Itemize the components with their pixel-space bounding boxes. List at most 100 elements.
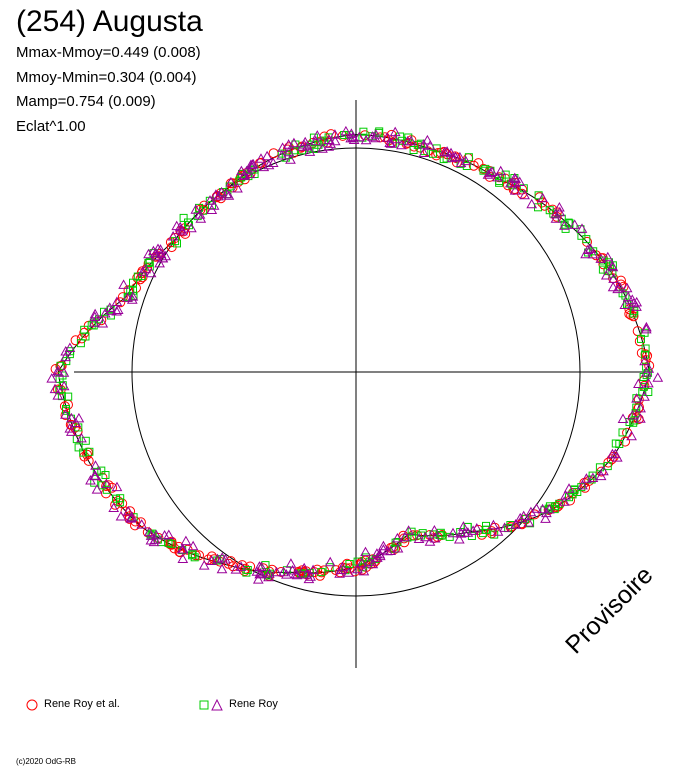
data-point-triangle [558, 496, 570, 506]
data-point-triangle [378, 540, 389, 551]
data-point-circle [115, 297, 126, 308]
data-point-triangle [577, 479, 588, 490]
data-point-triangle [523, 517, 535, 527]
data-point-triangle [389, 133, 401, 144]
data-point-square [116, 494, 125, 503]
data-point-triangle [619, 299, 631, 309]
data-point-triangle [271, 566, 282, 577]
data-point-triangle [455, 157, 467, 168]
data-point-square [565, 493, 573, 502]
data-point-triangle [261, 150, 273, 161]
mean-light-curve [57, 134, 650, 574]
stat-max-mean: Mmax-Mmoy=0.449 (0.008) [16, 44, 201, 61]
data-point-circle [473, 158, 484, 169]
data-point-circle [634, 336, 645, 347]
data-point-square [545, 206, 554, 215]
legend-circle-marker [26, 699, 38, 711]
data-point-circle [180, 228, 191, 239]
data-point-triangle [46, 373, 58, 383]
data-point-triangle [439, 146, 450, 157]
data-point-triangle [569, 219, 581, 229]
data-point-triangle [208, 200, 220, 210]
data-point-triangle [499, 522, 510, 532]
data-point-circle [83, 455, 94, 466]
data-point-triangle [304, 146, 316, 156]
data-point-triangle [225, 176, 237, 187]
data-point-square [106, 305, 115, 314]
chart-title: (254) Augusta [16, 5, 203, 38]
data-point-triangle [348, 134, 360, 144]
data-point-triangle [526, 198, 538, 209]
data-point-triangle [340, 125, 352, 136]
data-point-circle [170, 233, 181, 243]
data-point-triangle [122, 292, 133, 302]
data-point-square [167, 540, 176, 549]
data-point-triangle [639, 391, 650, 401]
data-point-square [589, 247, 598, 256]
data-point-triangle [221, 188, 233, 199]
data-point-triangle [145, 534, 157, 545]
data-point-triangle [370, 129, 382, 139]
data-point-square [62, 406, 71, 415]
data-point-triangle [608, 273, 619, 283]
data-point-triangle [323, 141, 335, 151]
data-point-triangle [90, 470, 101, 481]
data-point-triangle [85, 474, 96, 485]
data-point-triangle [639, 355, 650, 366]
data-point-triangle [360, 546, 371, 557]
data-point-triangle [369, 132, 381, 143]
data-point-triangle [171, 220, 183, 231]
data-point-triangle [607, 261, 619, 272]
data-point-triangle [399, 531, 411, 542]
data-point-triangle [311, 130, 323, 140]
data-point-triangle [276, 149, 288, 160]
data-point-triangle [576, 223, 588, 233]
data-point-circle [194, 550, 204, 561]
data-point-triangle [60, 351, 71, 362]
data-point-triangle [263, 568, 275, 578]
data-point-triangle [627, 409, 638, 420]
data-point-square [618, 428, 627, 437]
data-point-triangle [633, 378, 644, 388]
data-point-triangle [358, 565, 370, 576]
data-point-triangle [244, 168, 256, 179]
data-point-triangle [622, 291, 634, 302]
data-point-triangle [607, 281, 619, 292]
data-point-square [115, 498, 124, 507]
data-point-square [171, 237, 180, 246]
data-point-triangle [111, 296, 123, 306]
data-point-triangle [90, 460, 101, 470]
data-point-triangle [610, 448, 621, 459]
data-point-triangle [154, 257, 165, 268]
data-point-square [437, 531, 446, 540]
data-point-square [72, 435, 81, 444]
data-point-triangle [52, 390, 64, 400]
data-point-square [144, 259, 153, 267]
data-point-triangle [281, 569, 292, 579]
data-point-circle [478, 163, 489, 174]
data-point-triangle [424, 140, 436, 150]
data-point-triangle [145, 267, 157, 278]
data-point-triangle [612, 283, 624, 294]
data-point-triangle [204, 195, 216, 205]
data-point-triangle [216, 186, 227, 197]
data-point-triangle [115, 510, 127, 521]
data-point-triangle [277, 142, 288, 152]
data-point-triangle [335, 564, 347, 574]
data-point-square [129, 278, 137, 287]
data-point-triangle [598, 465, 609, 476]
data-point-square [309, 133, 318, 142]
data-point-square [98, 481, 107, 490]
data-point-triangle [554, 201, 565, 212]
data-point-triangle [403, 525, 414, 535]
data-point-triangle [626, 430, 637, 441]
data-point-circle [70, 335, 81, 346]
data-point-triangle [329, 135, 341, 146]
data-point-triangle [298, 562, 310, 573]
data-point-square [81, 332, 90, 341]
legend-label-rene-roy-et-al: Rene Roy et al. [44, 698, 120, 710]
data-point-triangle [290, 568, 302, 579]
data-point-triangle [446, 152, 458, 163]
data-point-triangle [550, 208, 561, 219]
data-point-triangle [58, 367, 70, 377]
